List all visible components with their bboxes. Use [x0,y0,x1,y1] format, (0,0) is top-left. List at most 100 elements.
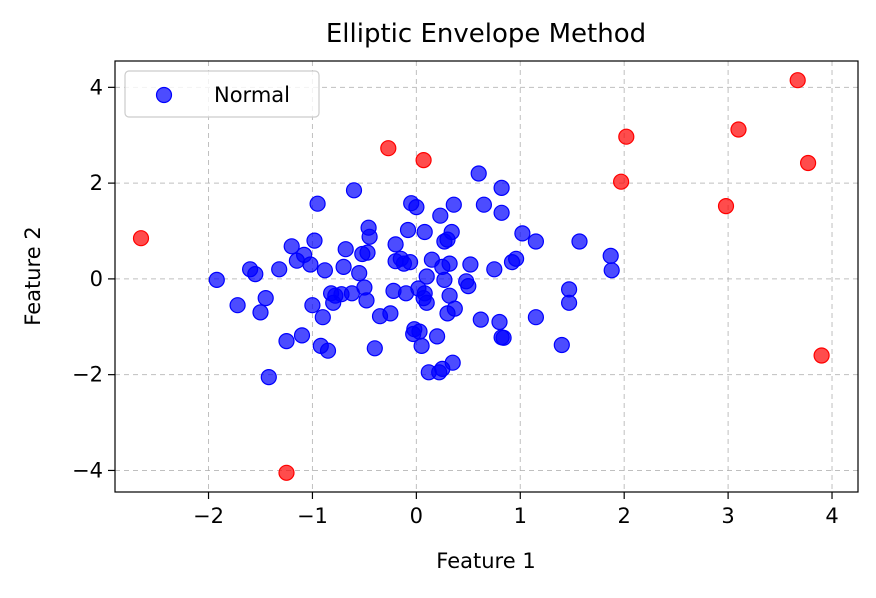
outlier-point [813,347,830,364]
normal-point [408,199,425,216]
normal-point [560,294,578,311]
normal-point [309,195,326,212]
outlier-point [380,140,397,157]
normal-point [271,261,288,278]
plot-frame [114,60,859,493]
legend-label-normal: Normal [214,83,290,107]
x-tick-label: 0 [410,504,423,528]
outlier-point [730,121,747,138]
outlier-point [799,154,817,172]
outlier-point [278,464,295,481]
normal-point [495,329,512,346]
normal-point [283,238,300,255]
normal-point [514,225,531,242]
normal-point [252,304,269,321]
outlier-point [612,173,630,190]
normal-point [335,258,352,275]
legend-marker-normal [155,86,173,104]
normal-point [571,233,588,250]
normal-point [416,223,433,241]
normal-point [257,290,274,307]
normal-point [358,292,375,309]
normal-point [413,337,430,354]
normal-point [445,196,462,213]
y-axis-label: Feature 2 [21,226,45,325]
legend-box [124,70,320,118]
normal-point [316,262,333,279]
y-tick-label: 2 [90,171,103,195]
data-points [132,72,830,481]
normal-point [460,278,477,295]
x-tick-label: 2 [618,504,631,528]
normal-point [229,297,246,314]
normal-point [361,228,378,245]
normal-point [472,311,489,328]
chart-title: Elliptic Envelope Method [326,19,646,49]
normal-point [359,244,376,261]
y-tick-label: −4 [72,458,103,482]
normal-point [351,265,368,282]
x-tick-label: 3 [721,504,734,528]
normal-point [553,336,570,354]
x-tick-label: −1 [297,504,328,528]
normal-point [345,182,363,199]
normal-point [314,309,331,326]
normal-point [247,266,264,283]
normal-point [446,300,463,317]
x-axis-label: Feature 1 [436,549,535,573]
normal-point [493,204,510,221]
normal-point [432,207,449,224]
normal-point [443,223,460,241]
normal-point [399,221,417,239]
x-tick-label: 4 [825,504,838,528]
y-tick-label: 0 [90,267,103,291]
normal-point [387,236,404,253]
outlier-point [618,128,635,145]
normal-point [491,313,508,331]
normal-point [602,247,619,264]
normal-point [337,241,354,258]
normal-point [260,369,277,386]
normal-point [319,342,337,359]
normal-point [475,196,492,213]
x-tick-label: 1 [514,504,527,528]
normal-point [470,165,487,182]
axis-ticks: −2 −1 0 1 2 3 4 −4 −2 0 2 4 [72,75,839,528]
outlier-point [717,198,735,215]
normal-point [306,232,323,249]
normal-point [527,309,545,326]
normal-point [603,262,620,279]
normal-point [304,297,321,314]
normal-point [418,294,435,311]
normal-point [493,179,510,196]
legend: Normal [124,70,320,118]
y-tick-label: 4 [90,75,103,99]
grid-lines [115,61,858,492]
normal-point [278,333,295,350]
outlier-point [415,152,432,169]
normal-point [436,271,453,288]
normal-point [507,250,525,267]
normal-point [462,256,479,273]
normal-point [560,281,578,298]
normal-point [411,323,428,340]
normal-point [293,327,311,344]
normal-point [441,255,458,272]
normal-point [527,233,545,250]
series-normal [208,165,620,386]
normal-point [382,305,399,322]
normal-point [429,328,446,345]
normal-point [402,254,419,271]
normal-point [302,256,319,273]
normal-point [486,261,503,278]
normal-point [444,354,461,371]
y-tick-label: −2 [72,363,103,387]
outlier-point [789,72,806,89]
normal-point [366,340,383,357]
x-tick-label: −2 [193,504,224,528]
outlier-point [132,230,150,247]
series-outlier [132,72,830,481]
normal-point [208,271,225,288]
normal-point [418,268,435,285]
